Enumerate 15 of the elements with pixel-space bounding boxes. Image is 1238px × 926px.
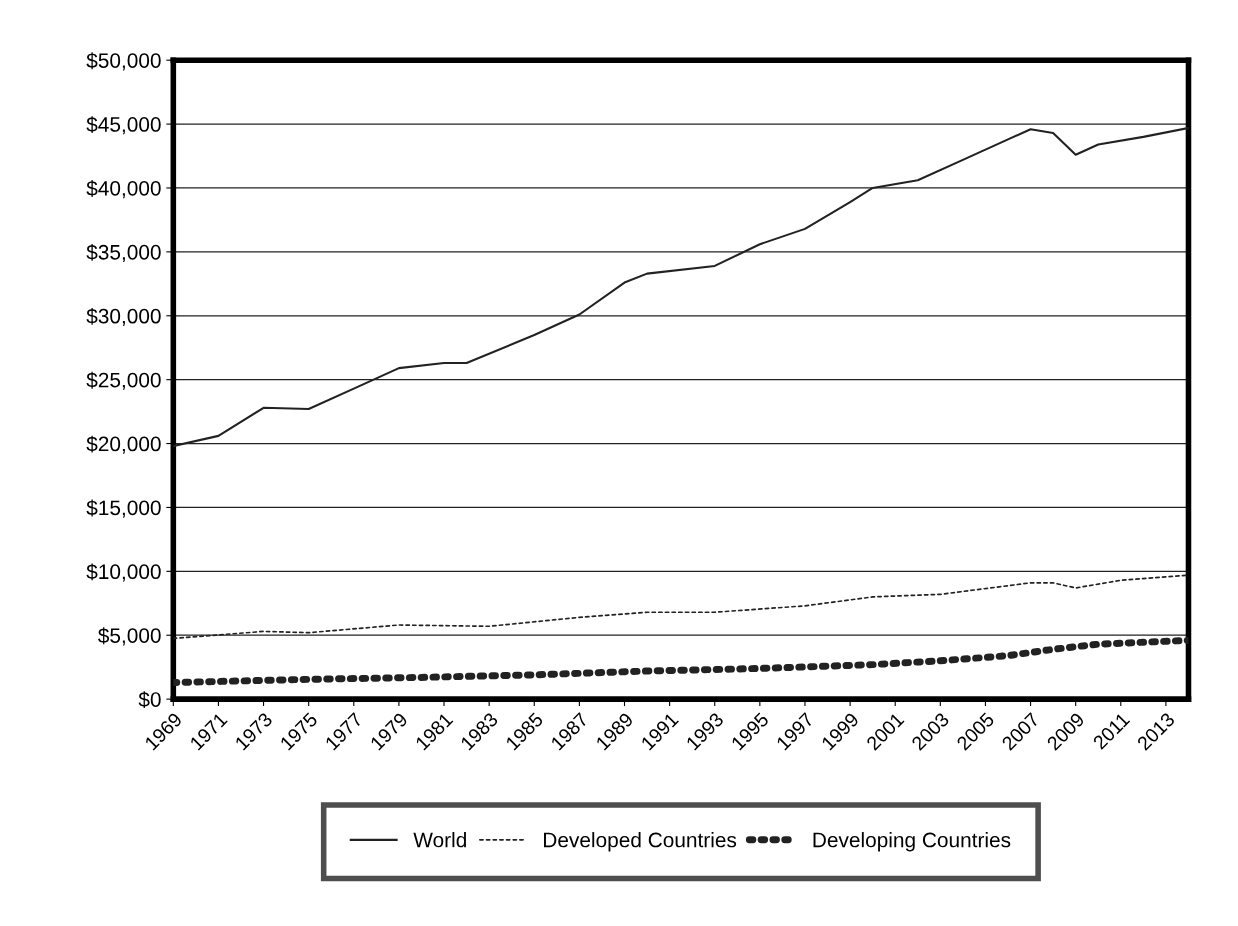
y-tick-label: $35,000 — [86, 244, 161, 263]
y-tick-label: $10,000 — [86, 563, 161, 582]
legend-label: World — [413, 832, 466, 848]
legend-label: Developed Countries — [544, 832, 737, 852]
y-tick-label: $40,000 — [86, 180, 161, 199]
y-tick-label: $30,000 — [86, 307, 161, 326]
y-tick-label: $20,000 — [86, 435, 161, 454]
y-tick-label: $25,000 — [86, 371, 161, 390]
line-series — [173, 574, 1189, 640]
y-tick-label: $5,000 — [98, 627, 161, 646]
y-tick-label: $15,000 — [86, 499, 161, 518]
y-tick-label: $45,000 — [86, 116, 161, 135]
legend-label: Developing Countries — [813, 832, 1011, 852]
y-tick-label: $0 — [138, 691, 161, 709]
y-tick-label: $50,000 — [86, 52, 161, 71]
